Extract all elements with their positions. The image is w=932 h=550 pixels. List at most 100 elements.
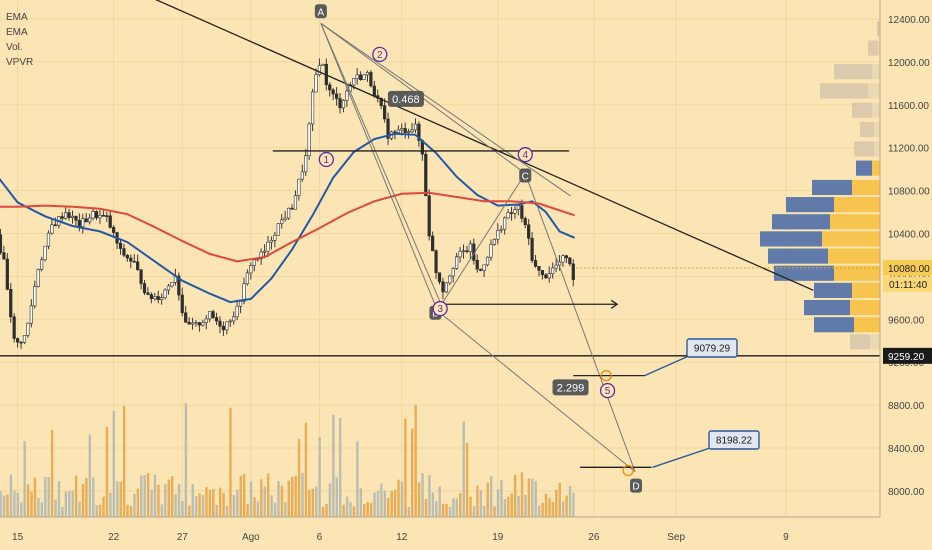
candle-body (516, 205, 520, 210)
volume-bar (352, 506, 356, 517)
volume-bar (349, 501, 352, 517)
wave-label-text: 5 (605, 386, 611, 397)
candle-body (341, 99, 346, 109)
candle-body (269, 240, 274, 243)
candle-body (252, 259, 256, 266)
candle-body (413, 123, 418, 131)
wave-label-4: 4 (517, 147, 533, 163)
candle-body (386, 118, 390, 139)
volume-bar (212, 489, 215, 517)
volume-bar (256, 501, 260, 517)
volume-bar (297, 439, 301, 517)
vpvr-bar-buy (814, 317, 854, 333)
candle-body (331, 89, 335, 95)
candle-body (218, 320, 222, 327)
legend-ema-1[interactable]: EMA (6, 12, 28, 23)
candle-body (204, 318, 208, 323)
candle-body (29, 305, 33, 324)
candle-body (400, 128, 404, 131)
candle-body (149, 294, 153, 299)
volume-bar (37, 497, 40, 517)
wave-label-2: 2 (372, 46, 388, 63)
vpvr-bar-sell (850, 299, 880, 316)
vpvr-bar-buy (768, 248, 828, 264)
time-tick-label: 15 (12, 532, 24, 543)
wave-label-circle (432, 300, 448, 317)
vpvr-bar-sell (874, 141, 880, 157)
candle-body (211, 311, 215, 318)
candle-body (266, 241, 270, 252)
candle-body (307, 123, 311, 156)
target-marker-2 (622, 464, 634, 477)
vpvr-bar-buy (854, 141, 874, 157)
vpvr-bar-buy (772, 214, 830, 230)
volume-bar (194, 496, 198, 517)
volume-bar (404, 418, 407, 517)
volume-bar (435, 501, 438, 517)
candle-body (249, 265, 253, 274)
candle-body (33, 286, 37, 307)
volume-bar (500, 480, 503, 517)
volume-bar (565, 495, 568, 517)
target-callout-9079: 9079.29 (644, 338, 738, 377)
candle-body (300, 171, 304, 180)
candle-body (499, 228, 503, 231)
wave-label-3: 3 (432, 300, 448, 317)
candle-body (156, 296, 160, 300)
volume-bar (157, 484, 160, 517)
wave-label-circle (599, 382, 616, 399)
candle-body (523, 218, 527, 226)
volume-bar (390, 490, 393, 517)
trendline (155, 0, 814, 291)
candle-body (91, 211, 95, 219)
volume-bar (294, 475, 297, 517)
candle-body (352, 78, 356, 86)
volume-bar (78, 501, 81, 517)
time-tick-label: 27 (177, 532, 189, 543)
fib-label-1: 0.468 (387, 90, 424, 107)
candle-body (489, 244, 493, 258)
candle-body (334, 93, 339, 99)
candle-body (2, 252, 6, 260)
candle-body (214, 317, 219, 322)
volume-bar (109, 492, 112, 517)
volume-bar (417, 482, 421, 517)
callout-pointer (644, 354, 692, 377)
vpvr-bar-buy (786, 197, 834, 213)
volume-bar (342, 504, 345, 517)
volume-bar (339, 417, 342, 517)
vpvr-bar-buy (760, 231, 822, 247)
volume-bar (441, 503, 445, 517)
candle-body (122, 248, 126, 256)
candle-body (153, 296, 157, 299)
candle-body (492, 238, 496, 245)
candle-body (112, 227, 116, 233)
legend-ema-2[interactable]: EMA (6, 27, 28, 38)
legend-vpvr[interactable]: VPVR (6, 57, 34, 68)
volume-bar (26, 484, 30, 517)
volume-bar (249, 481, 253, 517)
volume-bar (102, 496, 105, 517)
candle-body (424, 153, 428, 197)
volume-bar (263, 486, 266, 517)
current-price-tag (883, 259, 932, 276)
volume-bar (489, 476, 493, 517)
candle-body (142, 283, 147, 294)
candle-body (365, 72, 370, 76)
volume-bar (558, 482, 561, 517)
candle-body (547, 273, 551, 279)
volume-bar (6, 494, 9, 517)
candle-body (513, 209, 517, 214)
candle-body (554, 264, 558, 269)
volume-bar (30, 491, 33, 517)
volume-bar (291, 476, 294, 517)
volume-bar (260, 479, 263, 517)
time-tick-label: 26 (588, 532, 600, 543)
candle-body (208, 311, 212, 320)
candles (0, 58, 575, 349)
volume-bar (472, 506, 476, 517)
volume-bar (366, 501, 369, 517)
legend-volume[interactable]: Vol. (6, 42, 23, 53)
support-price-label: 9259.20 (888, 352, 925, 363)
